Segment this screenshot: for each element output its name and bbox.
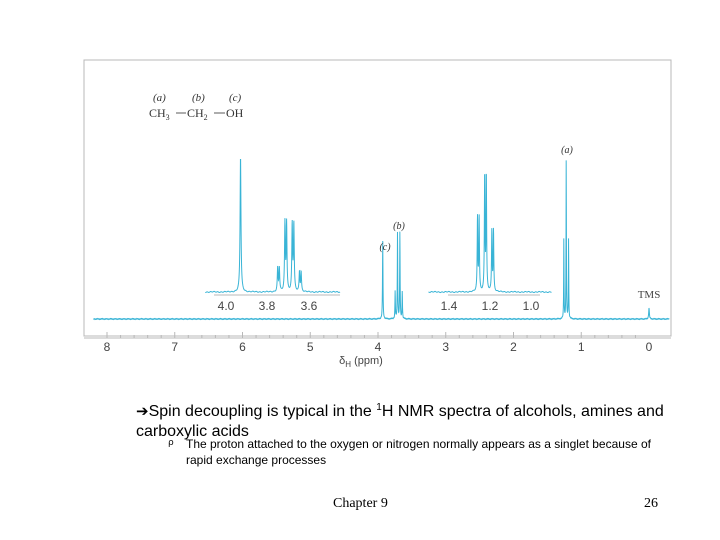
x-tick-label-8: 0 [646,340,653,354]
bullet-text-part-1: Spin decoupling is typical in the [148,403,377,420]
inset-left: 4.0 3.8 3.6 [205,158,341,313]
main-bullet-point: ➔Spin decoupling is typical in the 1H NM… [136,398,696,442]
x-tick-label-2: 6 [239,340,246,354]
sub-bullet-point: The proton attached to the oxygen or nit… [186,437,651,467]
x-tick-label-5: 3 [442,340,449,354]
structure-group-ch3: CH3 [149,106,170,122]
peak-label-tms: TMS [638,289,661,301]
peak-label-b: (b) [393,221,405,232]
inset-left-tick-label-0: 4.0 [218,299,235,313]
x-axis: 8 7 6 5 4 3 2 1 0 [84,332,671,354]
inset-left-tick-label-2: 3.6 [301,299,318,313]
structure-formula: (a) (b) (c) CH3 CH2 OH [149,92,244,122]
x-axis-label: δH (ppm) [339,355,383,369]
x-tick-label-6: 2 [510,340,517,354]
inset-right-tick-label-2: 1.0 [523,299,540,313]
footer-page-number: 26 [644,496,658,511]
x-tick-label-3: 5 [307,340,314,354]
arrow-bullet-icon: ➔ [136,402,149,420]
structure-label-c: (c) [229,92,242,104]
nmr-spectrum-chart: (a) (b) (c) CH3 CH2 OH 4.0 3.8 3.6 1.4 1… [83,59,672,369]
bullet-superscript: 1 [376,402,382,413]
inset-right-trace [428,173,552,294]
chart-frame [83,59,672,337]
inset-right-tick-label-1: 1.2 [482,299,499,313]
spectrum-trace [93,160,670,321]
footer-chapter: Chapter 9 [333,496,388,511]
structure-group-ch2: CH2 [187,106,208,122]
x-tick-label-1: 7 [171,340,178,354]
peak-label-c: (c) [379,242,391,253]
inset-left-tick-label-1: 3.8 [259,299,276,313]
peak-label-a: (a) [561,145,573,156]
inset-right: 1.4 1.2 1.0 [428,173,552,313]
sub-bullet-marker-icon: ρ [168,438,174,448]
structure-group-oh: OH [226,106,244,120]
inset-left-trace [205,158,341,294]
x-tick-label-0: 8 [104,340,111,354]
x-tick-label-4: 4 [375,340,382,354]
bullet-text-part-2: H NMR spectra of alcohols, amines and ca… [136,403,664,440]
structure-label-b: (b) [192,92,205,104]
inset-right-tick-label-0: 1.4 [441,299,458,313]
structure-label-a: (a) [153,92,166,104]
x-tick-label-7: 1 [578,340,585,354]
